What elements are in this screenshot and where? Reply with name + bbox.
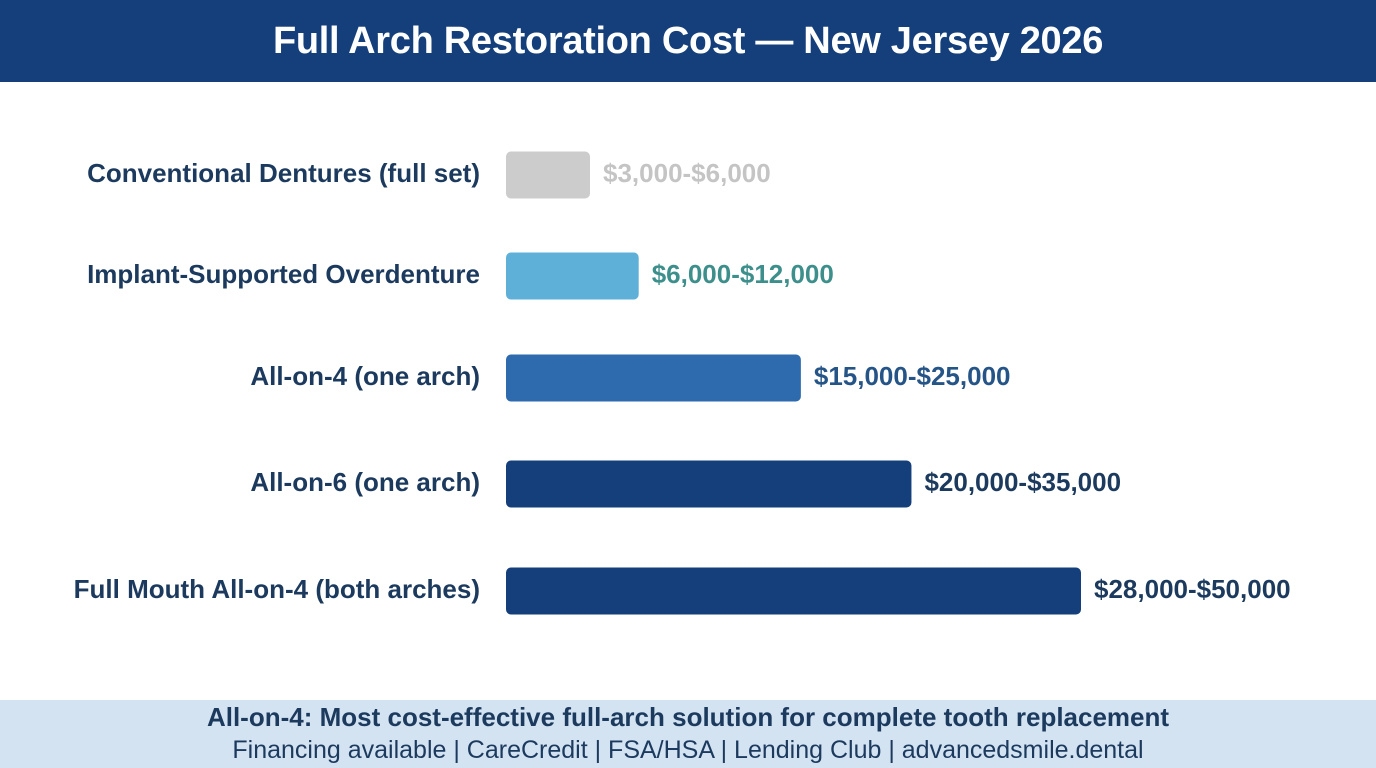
category-label: Implant-Supported Overdenture — [87, 259, 480, 289]
chart-title: Full Arch Restoration Cost — New Jersey … — [272, 19, 1104, 62]
bar-chart: Conventional Dentures (full set) $3,000-$… — [74, 151, 1291, 615]
bar — [506, 354, 801, 402]
bars-layer: Conventional Dentures (full set) $3,000-$… — [74, 151, 1291, 615]
category-label: Full Mouth All-on-4 (both arches) — [74, 574, 480, 604]
bar — [506, 460, 912, 508]
bar — [506, 567, 1081, 615]
chart-footer: All-on-4: Most cost-effective full-arch … — [0, 700, 1376, 768]
value-label: $15,000-$25,000 — [814, 361, 1011, 391]
value-label: $3,000-$6,000 — [603, 158, 771, 188]
value-label: $6,000-$12,000 — [652, 259, 834, 289]
bar — [506, 252, 639, 300]
category-label: Conventional Dentures (full set) — [87, 158, 480, 188]
footer-headline: All-on-4: Most cost-effective full-arch … — [206, 702, 1170, 732]
category-label: All-on-6 (one arch) — [250, 467, 480, 497]
category-label: All-on-4 (one arch) — [250, 361, 480, 391]
chart-header: Full Arch Restoration Cost — New Jersey … — [0, 0, 1376, 82]
value-label: $28,000-$50,000 — [1094, 574, 1291, 604]
value-label: $20,000-$35,000 — [924, 467, 1121, 497]
bar — [506, 151, 590, 199]
footer-subline: Financing available | CareCredit | FSA/H… — [232, 736, 1144, 764]
